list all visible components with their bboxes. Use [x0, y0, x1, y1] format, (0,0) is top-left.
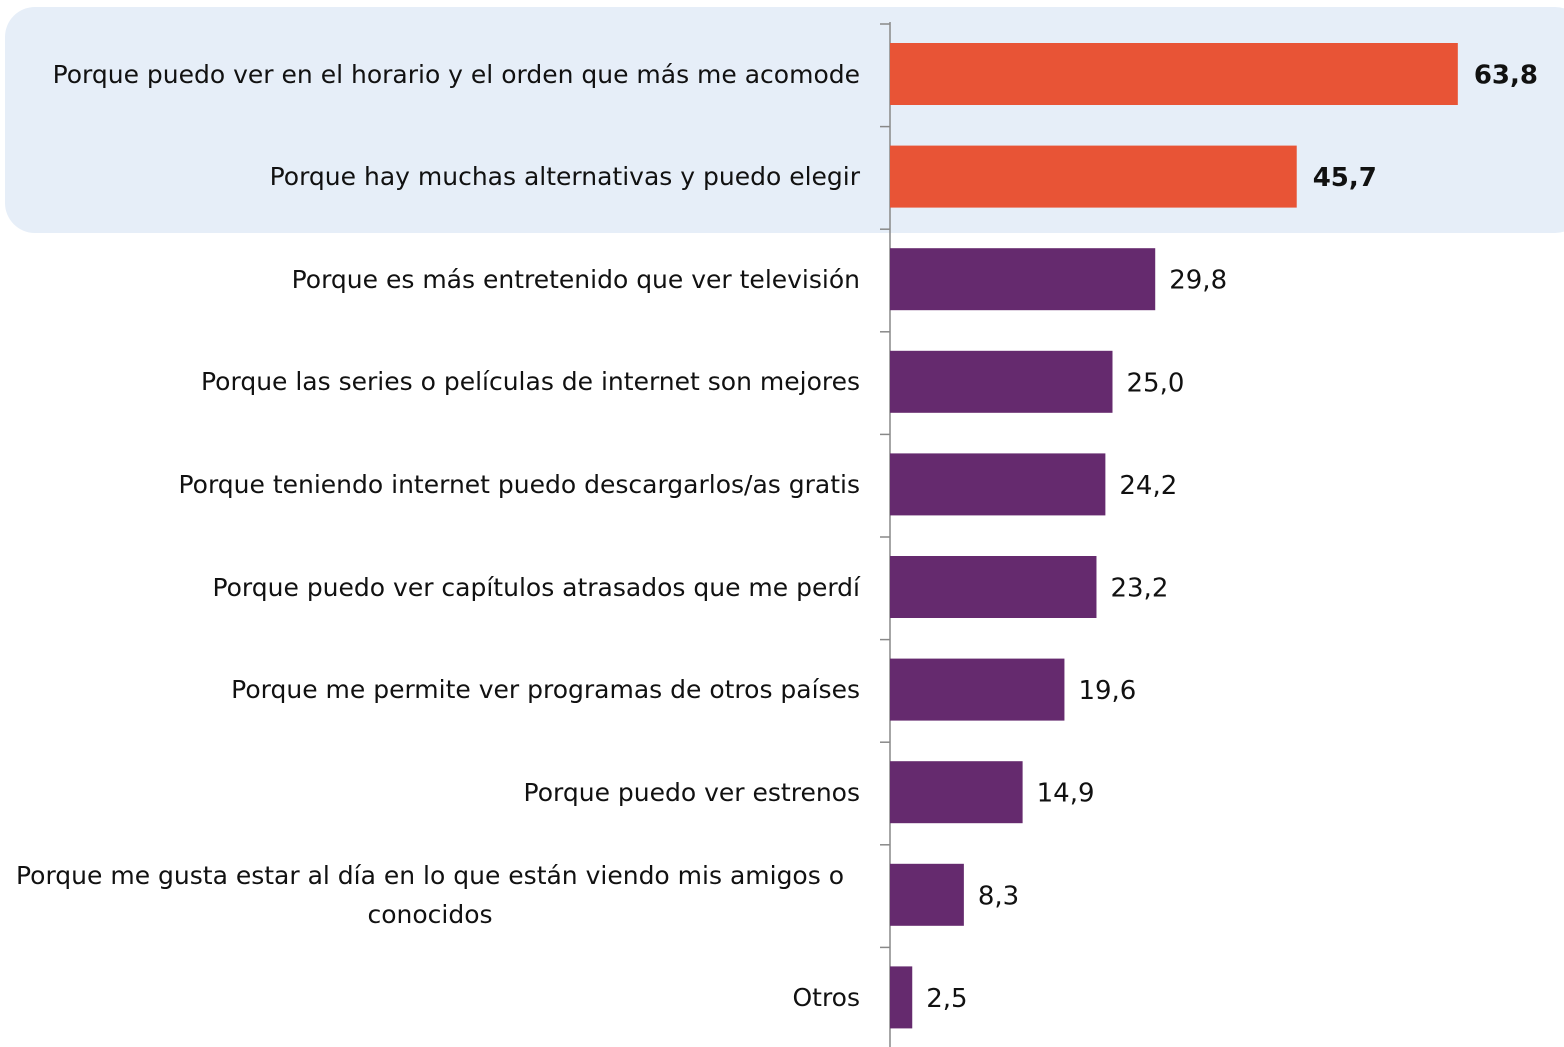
bar [890, 863, 964, 926]
category-text: Porque teniendo internet puedo descargar… [178, 469, 860, 499]
value-label: 23,2 [1110, 574, 1168, 604]
category-label: Porque hay muchas alternativas y puedo e… [0, 127, 860, 227]
bar [890, 248, 1156, 311]
category-label: Otros [0, 947, 860, 1047]
category-label: Porque es más entretenido que ver televi… [0, 229, 860, 329]
category-label: Porque puedo ver en el horario y el orde… [0, 24, 860, 124]
category-label: Porque puedo ver capítulos atrasados que… [0, 537, 860, 637]
value-label: 45,7 [1313, 163, 1377, 193]
category-label: Porque puedo ver estrenos [0, 742, 860, 842]
category-label: Porque me permite ver programas de otros… [0, 640, 860, 740]
value-label: 25,0 [1127, 368, 1185, 398]
value-label: 24,2 [1119, 471, 1177, 501]
category-text: Porque puedo ver capítulos atrasados que… [212, 572, 860, 602]
bar [890, 658, 1065, 721]
value-label: 19,6 [1078, 676, 1136, 706]
category-text: Porque me permite ver programas de otros… [231, 675, 860, 705]
bar [890, 966, 913, 1029]
bar [890, 350, 1113, 413]
bar [890, 43, 1458, 105]
value-label: 29,8 [1169, 266, 1227, 296]
category-text: Porque puedo ver estrenos [523, 777, 860, 807]
category-text: Porque las series o películas de interne… [201, 367, 860, 397]
category-text: Porque hay muchas alternativas y puedo e… [269, 162, 860, 192]
category-text: Porque puedo ver en el horario y el orde… [52, 59, 860, 89]
bar [890, 761, 1023, 824]
category-label: Porque me gusta estar al día en lo que e… [0, 845, 860, 945]
category-label: Porque teniendo internet puedo descargar… [0, 434, 860, 534]
bar [890, 145, 1297, 208]
value-label: 63,8 [1474, 61, 1538, 91]
value-label: 14,9 [1037, 779, 1095, 809]
bar [890, 453, 1106, 516]
value-label: 2,5 [926, 984, 967, 1014]
value-label: 8,3 [978, 881, 1019, 911]
category-text: Porque me gusta estar al día en lo que e… [15, 860, 844, 929]
category-text: Otros [792, 982, 860, 1012]
category-text: Porque es más entretenido que ver televi… [291, 264, 860, 294]
bar [890, 556, 1097, 618]
category-label: Porque las series o películas de interne… [0, 332, 860, 432]
